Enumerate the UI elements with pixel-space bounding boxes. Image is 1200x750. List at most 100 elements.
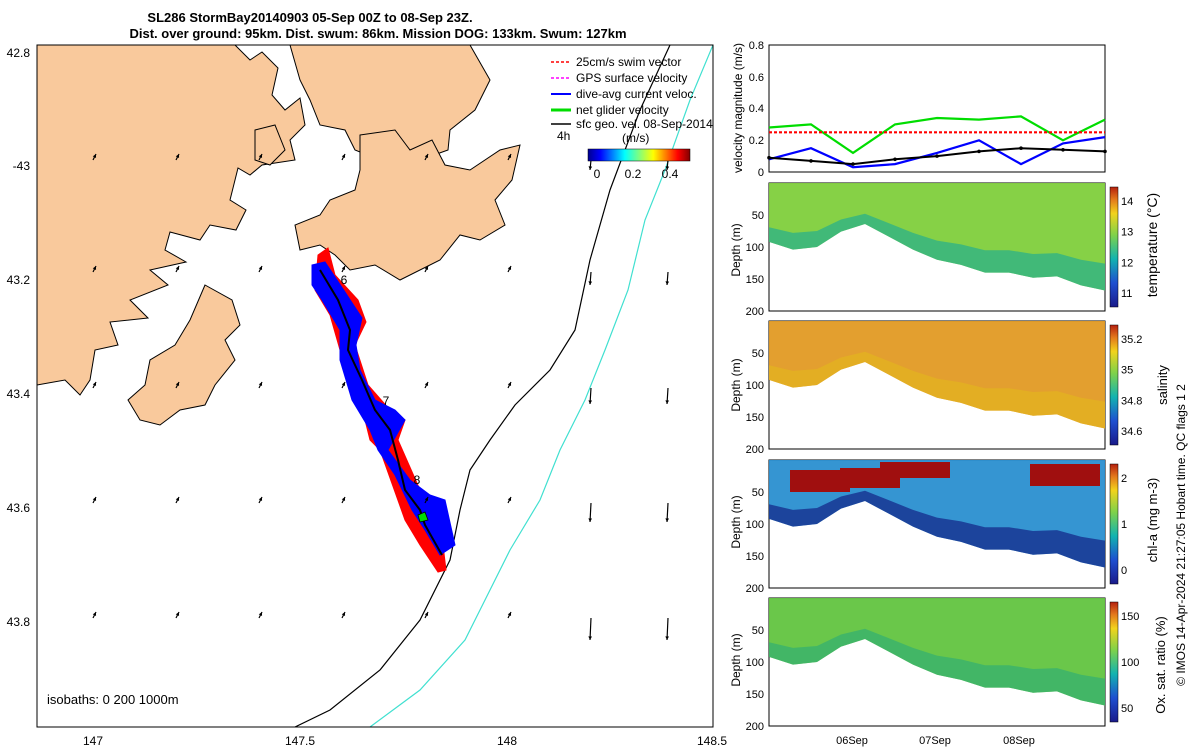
chla-cbar-label: chl-a (mg m-3) bbox=[1145, 478, 1160, 563]
surface-arrow-head bbox=[665, 400, 670, 404]
section-panel-salinity: 50 100 150 200 34.6 34.8 35 35.2 bbox=[746, 320, 1142, 456]
surface-arrow-head bbox=[588, 166, 593, 170]
section-y-tick: 150 bbox=[746, 412, 764, 424]
surface-arrow-head bbox=[175, 154, 180, 158]
section-deep-band bbox=[769, 490, 1105, 568]
surface-arrow-head bbox=[507, 382, 512, 386]
time-tick: 06Sep bbox=[836, 735, 868, 747]
surface-arrow-head bbox=[92, 382, 97, 386]
surface-arrow-head bbox=[341, 154, 346, 158]
map-y-tick: 43.2 bbox=[7, 273, 31, 287]
chla-bloom bbox=[1030, 464, 1100, 486]
day-label-8: 8 bbox=[414, 473, 421, 487]
section-y-tick: 50 bbox=[752, 348, 764, 360]
surface-arrow-head bbox=[507, 497, 512, 501]
land-tasman-peninsula bbox=[127, 284, 241, 426]
velocity-point bbox=[893, 157, 897, 162]
velocity-point bbox=[809, 159, 813, 163]
velocity-point bbox=[935, 154, 939, 158]
section-y-tick: 150 bbox=[746, 274, 764, 286]
surface-arrow-head bbox=[507, 612, 512, 616]
section-y-tick: 50 bbox=[752, 625, 764, 637]
map-panel: 6 7 8 147 147.5 148 148.5 42.8 -43 43.2 … bbox=[7, 44, 727, 748]
map-x-tick: 148.5 bbox=[697, 734, 727, 748]
surface-arrow-head bbox=[665, 518, 670, 522]
sal-cbar-label: salinity bbox=[1155, 365, 1170, 405]
surface-arrow-head bbox=[424, 612, 429, 616]
section-deep-band bbox=[769, 213, 1105, 291]
colorbar-tick: 1 bbox=[1121, 519, 1127, 531]
surface-arrow-head bbox=[175, 612, 180, 616]
section-y-tick: 200 bbox=[746, 583, 764, 595]
velocity-panel: 0 0.2 0.4 0.6 0.8 velocity magnitude (m/… bbox=[731, 40, 1107, 179]
map-y-tick: -43 bbox=[13, 159, 31, 173]
chla-y-label: Depth (m) bbox=[729, 495, 743, 548]
chla-bloom bbox=[790, 470, 850, 492]
temp-y-label: Depth (m) bbox=[729, 223, 743, 276]
colorbar-tick: 50 bbox=[1121, 703, 1133, 715]
gps-surface-marker bbox=[417, 511, 429, 523]
surface-arrow-head bbox=[665, 166, 670, 170]
surface-arrow-head bbox=[175, 382, 180, 386]
surface-arrow bbox=[666, 617, 669, 641]
chla-bloom bbox=[880, 462, 950, 478]
vel-y-tick: 0 bbox=[758, 167, 764, 179]
day-label-6: 6 bbox=[341, 273, 348, 287]
surface-arrow-head bbox=[424, 497, 429, 501]
surface-arrow-head bbox=[424, 382, 429, 386]
legend-gps: GPS surface velocity bbox=[576, 71, 687, 85]
surface-arrow-head bbox=[258, 612, 263, 616]
section-y-tick: 150 bbox=[746, 689, 764, 701]
colorbar-tick: 100 bbox=[1121, 657, 1139, 669]
colorbar-tick: 35.2 bbox=[1121, 334, 1142, 346]
isobaths-label: isobaths: 0 200 1000m bbox=[47, 692, 179, 707]
colorbar-tick: 34.6 bbox=[1121, 426, 1142, 438]
vel-y-label: velocity magnitude (m/s) bbox=[731, 43, 745, 173]
surface-arrow-head bbox=[507, 154, 512, 158]
land-west bbox=[37, 45, 306, 396]
surface-arrow-head bbox=[588, 518, 593, 522]
sal-y-label: Depth (m) bbox=[729, 358, 743, 411]
section-y-tick: 100 bbox=[746, 657, 764, 669]
speed-colorbar-tick: 0 bbox=[594, 167, 601, 181]
section-panel-chla: 50 100 150 200 0 1 2 bbox=[746, 459, 1127, 595]
vel-y-tick: 0.2 bbox=[749, 135, 764, 147]
speed-colorbar bbox=[587, 148, 691, 162]
colorbar-tick: 0 bbox=[1121, 565, 1127, 577]
section-y-tick: 100 bbox=[746, 519, 764, 531]
map-y-tick: 43.6 bbox=[7, 501, 31, 515]
colorbar-unit: (m/s) bbox=[622, 131, 649, 145]
island-small bbox=[254, 124, 286, 166]
surface-arrow-head bbox=[175, 266, 180, 270]
map-frame bbox=[36, 44, 714, 728]
surface-arrow-head bbox=[92, 266, 97, 270]
surface-arrow-head bbox=[92, 497, 97, 501]
section-colorbar bbox=[1109, 186, 1119, 308]
speed-colorbar-tick: 0.4 bbox=[662, 167, 679, 181]
section-y-tick: 50 bbox=[752, 487, 764, 499]
section-y-tick: 200 bbox=[746, 444, 764, 456]
section-y-tick: 150 bbox=[746, 551, 764, 563]
surface-arrow-head bbox=[258, 382, 263, 386]
vel-y-tick: 0.4 bbox=[749, 103, 764, 115]
section-labels: Depth (m) Depth (m) Depth (m) Depth (m) … bbox=[729, 193, 1188, 747]
colorbar-tick: 2 bbox=[1121, 473, 1127, 485]
section-panel-temperature: 50 100 150 200 11 12 13 14 bbox=[746, 182, 1133, 318]
map-title-line2: Dist. over ground: 95km. Dist. swum: 86k… bbox=[129, 26, 626, 41]
section-colorbar bbox=[1109, 463, 1119, 585]
legend-4h: 4h bbox=[557, 129, 570, 143]
colorbar-tick: 35 bbox=[1121, 365, 1133, 377]
map-title-line1: SL286 StormBay20140903 05-Sep 00Z to 08-… bbox=[147, 10, 472, 25]
colorbar-tick: 14 bbox=[1121, 196, 1133, 208]
velocity-point bbox=[977, 149, 981, 154]
vel-y-tick: 0.6 bbox=[749, 72, 764, 84]
section-y-tick: 100 bbox=[746, 380, 764, 392]
surface-arrow-head bbox=[258, 266, 263, 270]
glider-track: 6 7 8 bbox=[311, 247, 456, 573]
oxy-cbar-label: Ox. sat. ratio (%) bbox=[1153, 616, 1168, 714]
map-x-tick: 148 bbox=[497, 734, 517, 748]
map-y-tick: 42.8 bbox=[7, 46, 31, 60]
surface-arrow-head bbox=[341, 612, 346, 616]
surface-arrow-head bbox=[341, 497, 346, 501]
map-y-axis: 42.8 -43 43.2 43.4 43.6 43.8 bbox=[7, 46, 31, 629]
